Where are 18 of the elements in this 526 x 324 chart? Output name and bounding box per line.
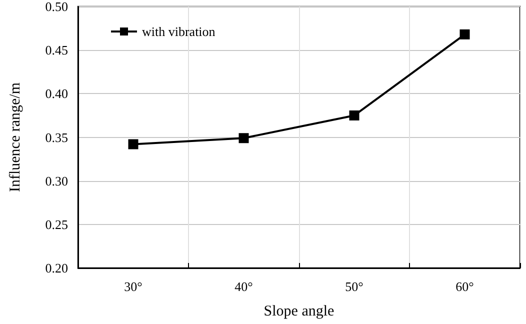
x-tick-label: 50°: [345, 279, 364, 294]
point: [128, 139, 138, 150]
legend-label: with vibration: [142, 24, 216, 39]
y-tick-label: 0.35: [45, 130, 68, 145]
y-tick-label: 0.45: [45, 42, 68, 58]
y-tick-label: 0.40: [45, 86, 68, 102]
y-tick-label: 0.30: [45, 173, 68, 188]
x-axis-title: Slope angle: [264, 304, 335, 320]
point: [349, 110, 360, 120]
x-tick-label: 60°: [456, 279, 474, 294]
x-tick-label: 30°: [124, 279, 142, 294]
x-tick-label: 40°: [234, 279, 253, 294]
y-axis-title: Influence range/m: [8, 82, 24, 192]
point: [460, 29, 470, 40]
y-tick-label: 0.50: [45, 0, 68, 14]
y-tick-label: 0.25: [45, 216, 68, 232]
point: [238, 133, 249, 144]
y-tick-label: 0.20: [45, 260, 68, 276]
